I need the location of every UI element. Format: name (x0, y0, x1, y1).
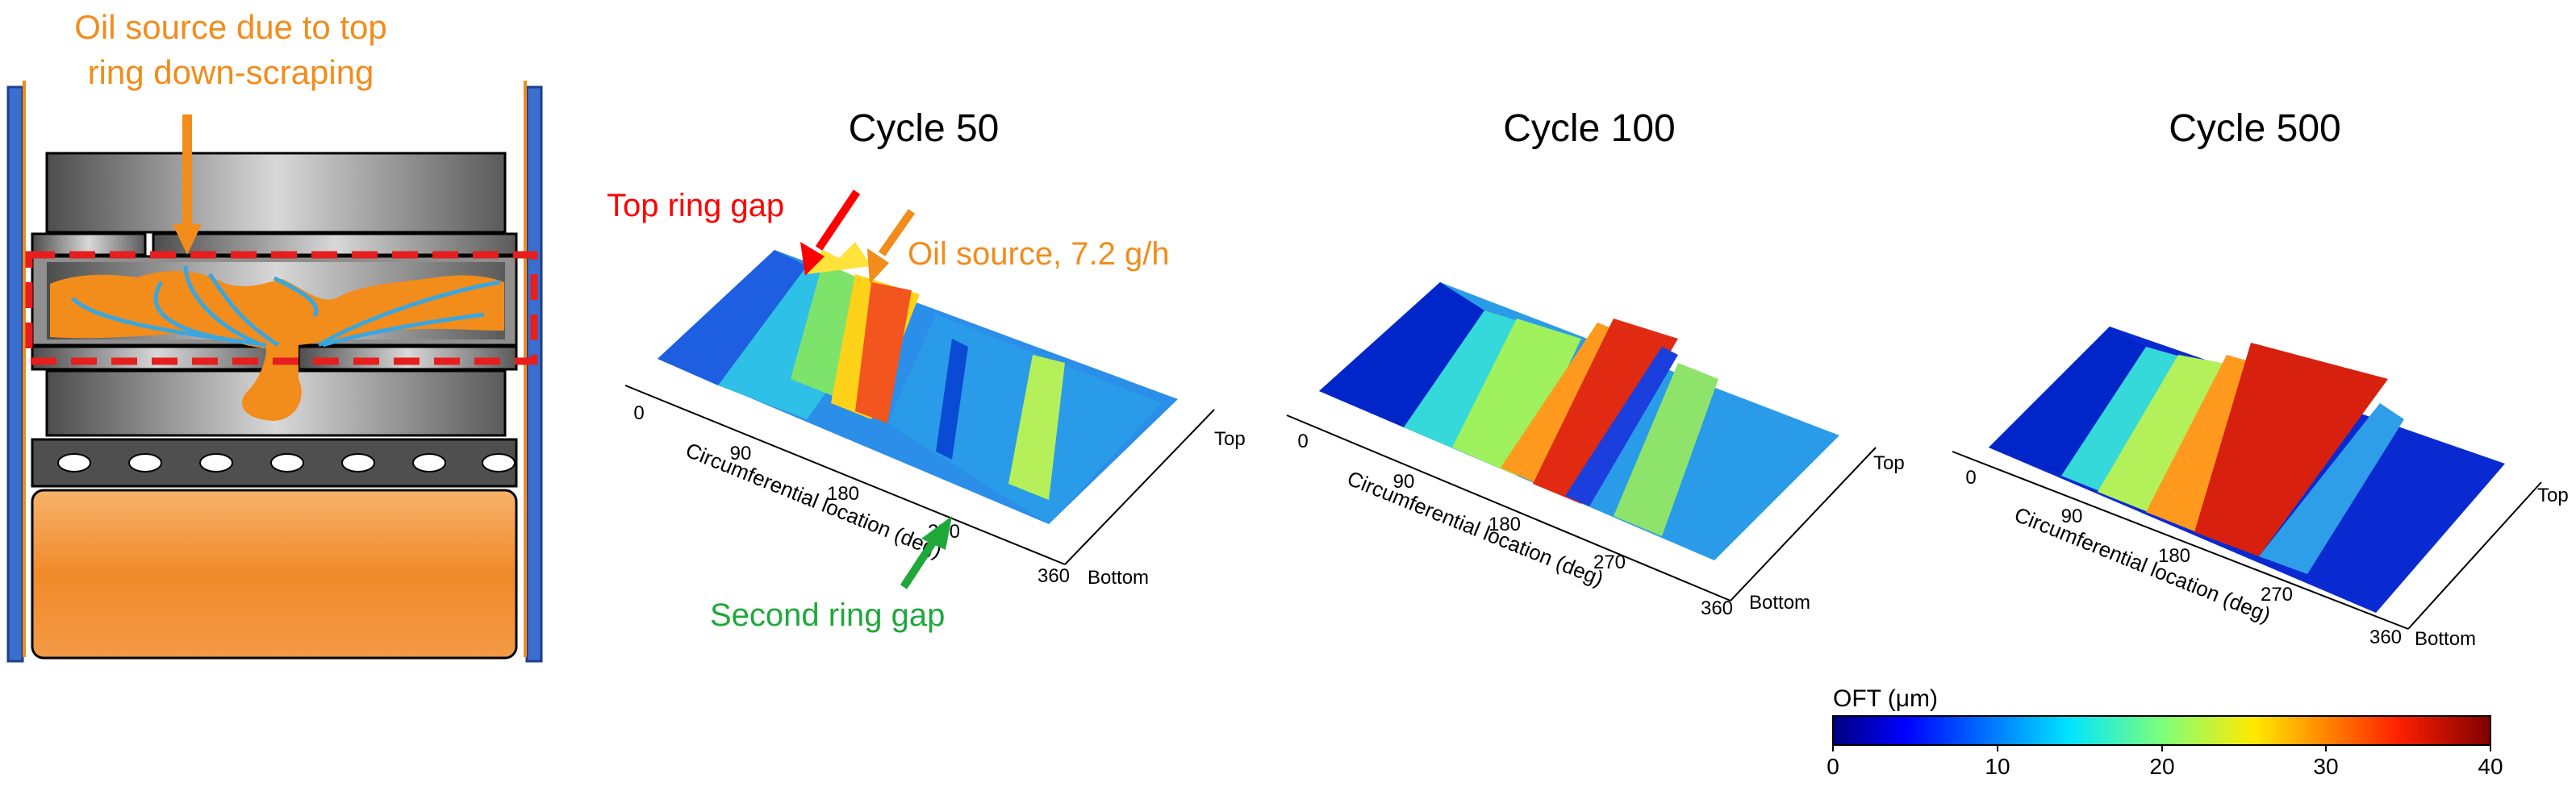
axes-cycle-500 (1952, 451, 2542, 630)
colorbar-gradient (1832, 715, 2491, 746)
surface-red-band-500 (2194, 343, 2388, 556)
x-tick-270-100: 270 (1593, 552, 1626, 573)
plot-title-cycle-100: Cycle 100 (1503, 107, 1675, 150)
y-bottom-label-cycle-100: Bottom (1749, 592, 1810, 614)
x-tick-90: 90 (730, 443, 752, 464)
surface-red-band (855, 282, 912, 423)
x-tick-360-500: 360 (2369, 627, 2402, 648)
oil-source-rate-arrow-shaft (878, 209, 916, 256)
oil-source-rate-arrow-head (867, 248, 889, 284)
surface-peaks (807, 242, 871, 274)
y-bottom-label-cycle-50: Bottom (1088, 567, 1149, 589)
y-axis-line-cycle-50 (1064, 409, 1215, 565)
colorbar-tick-0: 0 (1827, 754, 1839, 779)
surface-blue-left-100 (1319, 282, 1484, 427)
surface-cycle-50 (658, 242, 1178, 524)
surface-green-band-100 (1452, 318, 1581, 476)
x-tick-180-100: 180 (1488, 514, 1521, 535)
colorbar-tick-40: 40 (2478, 754, 2503, 779)
colorbar-tick-marks (1832, 745, 2491, 751)
plot-title-cycle-50: Cycle 50 (849, 107, 1000, 150)
colorbar-label: OFT (μm) (1833, 685, 1938, 712)
piston-schematic: Oil source due to top ring down-scraping (6, 8, 543, 663)
y-top-label-cycle-50: Top (1214, 428, 1246, 450)
x-tick-270-500: 270 (2261, 584, 2293, 606)
top-ring-land (45, 152, 507, 234)
surface-blue-left (658, 250, 807, 385)
x-tick-180-500: 180 (2158, 545, 2190, 567)
oil-source-arrow-head (173, 224, 202, 255)
right-liner-rail (525, 85, 543, 663)
oil-source-label-line2: ring down-scraping (88, 53, 374, 91)
highlight-box (25, 251, 538, 365)
colorbar: OFT (μm) 0 10 20 30 40 (1827, 685, 2503, 779)
x-tick-0-500: 0 (1965, 467, 1976, 489)
surface-cycle-100 (1319, 282, 1839, 560)
surface-green-stripe (1008, 355, 1065, 500)
colorbar-tick-20: 20 (2149, 754, 2174, 779)
top-ring-gap-arrow-head (800, 242, 825, 276)
plot-cycle-500: Cycle 500 0 90 180 270 360 Circumferenti… (1952, 107, 2569, 650)
surface-red-band-100 (1533, 318, 1678, 504)
x-axis-line-cycle-500 (1952, 451, 2409, 630)
colorbar-tick-10: 10 (1985, 754, 2010, 779)
right-oil-film (524, 81, 527, 657)
surface-cycle-500 (1989, 327, 2505, 613)
left-liner-rail (6, 85, 24, 663)
second-ring-gap-arrow-shaft (900, 538, 938, 589)
x-tick-360: 360 (1037, 565, 1070, 587)
oil-source-rate-label: Oil source, 7.2 g/h (908, 236, 1170, 272)
plot-title-cycle-500: Cycle 500 (2169, 107, 2340, 150)
surface-green-stripe-100 (1614, 363, 1718, 536)
x-tick-90-500: 90 (2061, 506, 2083, 527)
second-ring-gap-label: Second ring gap (710, 597, 945, 633)
axes-cycle-50 (624, 385, 1215, 565)
y-axis-line-cycle-100 (1730, 447, 1877, 602)
plot-cycle-50: Cycle 50 0 90 180 270 360 Circumferentia… (607, 107, 1246, 633)
axes-cycle-100 (1286, 414, 1877, 602)
oil-control-ring-holes (57, 453, 516, 473)
x-tick-180: 180 (827, 483, 859, 505)
x-tick-0-100: 0 (1297, 431, 1308, 452)
y-top-label-cycle-100: Top (1873, 452, 1905, 474)
y-axis-line-cycle-500 (2407, 481, 2542, 630)
second-ring-gap-arrow-head (921, 516, 952, 550)
top-ring-gap-arrow-shaft (815, 189, 861, 251)
x-tick-360-100: 360 (1701, 597, 1733, 619)
left-oil-film (23, 81, 26, 657)
y-bottom-label-cycle-500: Bottom (2415, 628, 2476, 650)
colorbar-tick-30: 30 (2313, 754, 2338, 779)
surface-blue-right-500 (2259, 403, 2404, 574)
x-axis-line-cycle-100 (1286, 414, 1731, 602)
x-axis-line-cycle-50 (624, 385, 1066, 565)
oil-flow-lines (71, 265, 501, 348)
x-tick-90-100: 90 (1393, 471, 1415, 493)
surface-dark-stripe (936, 339, 968, 460)
surface-dark-stripe-100 (1565, 347, 1678, 506)
surface-blue-left-500 (1989, 327, 2146, 476)
oil-source-label-line1: Oil source due to top (74, 8, 387, 46)
piston-skirt (31, 489, 518, 660)
plot-cycle-100: Cycle 100 0 90 180 270 360 Circumferenti… (1286, 107, 1905, 619)
y-top-label-cycle-500: Top (2537, 485, 2569, 506)
top-ring-gap-label: Top ring gap (607, 188, 784, 223)
x-tick-0: 0 (633, 402, 644, 424)
